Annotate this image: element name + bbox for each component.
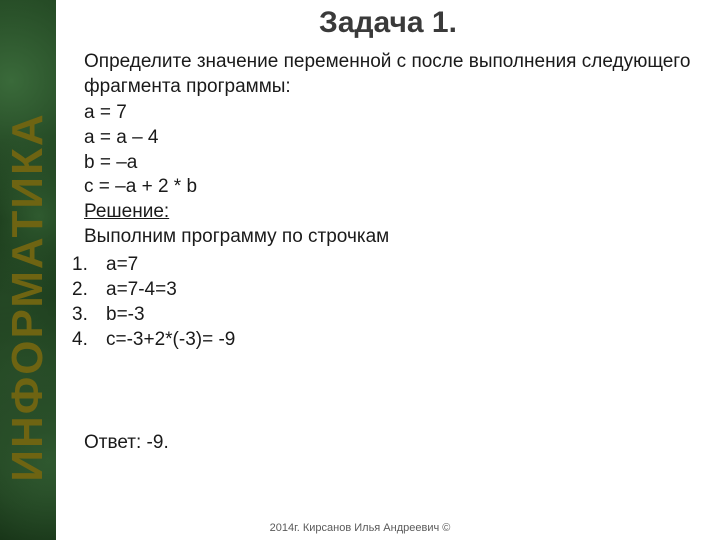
slide-title: Задача 1. bbox=[84, 6, 692, 40]
step-text: c=-3+2*(-3)= -9 bbox=[100, 329, 235, 350]
answer-line: Ответ: -9. bbox=[84, 432, 692, 454]
code-line: а = 7 bbox=[84, 101, 692, 126]
sidebar-texture: ИНФОРМАТИКА bbox=[0, 0, 56, 540]
code-line: b = –a bbox=[84, 151, 692, 176]
list-item: 3.b=-3 bbox=[72, 302, 692, 327]
list-item: 1.a=7 bbox=[72, 252, 692, 277]
code-line: а = а – 4 bbox=[84, 126, 692, 151]
slide-content: Задача 1. Определите значение переменной… bbox=[56, 0, 720, 540]
solution-intro: Выполним программу по строчкам bbox=[84, 225, 692, 250]
slide-footer: 2014г. Кирсанов Илья Андреевич © bbox=[0, 522, 720, 534]
solution-heading: Решение: bbox=[84, 200, 692, 225]
list-item: 4.c=-3+2*(-3)= -9 bbox=[72, 327, 692, 352]
step-text: a=7 bbox=[100, 254, 138, 275]
step-text: b=-3 bbox=[100, 304, 145, 325]
solution-steps: 1.a=7 2.a=7-4=3 3.b=-3 4.c=-3+2*(-3)= -9 bbox=[72, 252, 692, 352]
code-line: c = –a + 2 * b bbox=[84, 175, 692, 200]
problem-statement: Определите значение переменной c после в… bbox=[84, 50, 692, 99]
sidebar-rotated-label: ИНФОРМАТИКА bbox=[3, 112, 53, 481]
step-text: a=7-4=3 bbox=[100, 279, 177, 300]
list-item: 2.a=7-4=3 bbox=[72, 277, 692, 302]
